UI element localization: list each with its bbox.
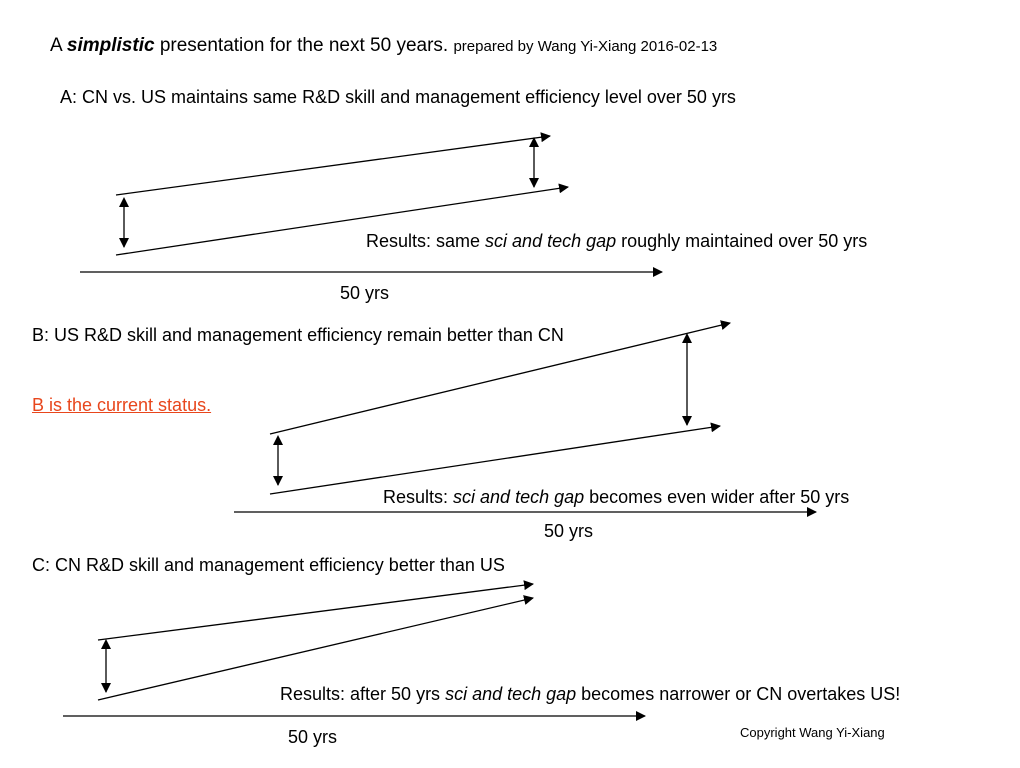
scenario-a-result-prefix: Results: same [366,231,486,251]
scenario-b-result-suffix: becomes even wider after 50 yrs [584,487,850,507]
scenario-b-result-emphasis: sci and tech gap [453,487,585,507]
scenario-b-upper-trend-arrow [269,320,731,435]
scenario-c-result: Results: after 50 yrs sci and tech gap b… [280,685,900,703]
page-title: A simplistic presentation for the next 5… [50,36,717,55]
title-emphasis: simplistic [66,35,155,56]
scenario-b-heading: B: US R&D skill and management efficienc… [32,325,564,345]
scenario-c-graphic [63,580,646,721]
scenario-a-result: Results: same sci and tech gap roughly m… [366,232,867,250]
scenario-a-heading: A: CN vs. US maintains same R&D skill an… [60,87,736,107]
scenario-b-status-note: B is the current status. [32,395,212,415]
scenario-b-result: Results: sci and tech gap becomes even w… [383,488,849,506]
scenario-a-result-emphasis: sci and tech gap [485,231,617,251]
byline: prepared by Wang Yi-Xiang 2016-02-13 [453,38,718,55]
scenario-a-graphic [80,132,663,277]
scenario-c-upper-trend-arrow [97,580,534,641]
scenario-b-result-prefix: Results: [383,487,454,507]
scenario-a-result-suffix: roughly maintained over 50 yrs [616,231,868,251]
copyright: Copyright Wang Yi-Xiang [740,725,885,740]
scenario-b-axis-label: 50 yrs [544,521,594,541]
scenario-b-lower-trend-arrow [269,422,721,495]
title-rest: presentation for the next 50 years. [154,35,449,56]
scenario-a-upper-trend-arrow [115,132,551,196]
scenario-b-graphic [234,320,817,517]
scenario-c-result-emphasis: sci and tech gap [445,684,577,704]
scenario-c-lower-trend-arrow [97,595,534,701]
scenario-c-axis-label: 50 yrs [288,727,338,747]
scenario-a-axis-label: 50 yrs [340,283,390,303]
scenario-c-result-suffix: becomes narrower or CN overtakes US! [576,684,901,704]
scenario-c-result-prefix: Results: after 50 yrs [280,684,446,704]
scenario-c-heading: C: CN R&D skill and management efficienc… [32,555,505,575]
scenario-a-lower-trend-arrow [115,183,569,256]
title-prefix: A [50,35,67,56]
